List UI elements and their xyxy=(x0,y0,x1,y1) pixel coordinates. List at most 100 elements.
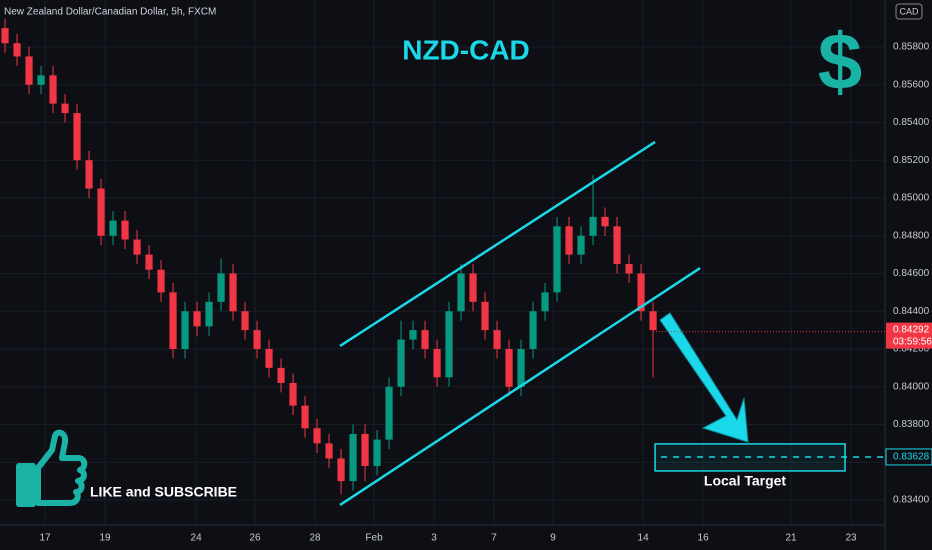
y-tick-label: 0.83400 xyxy=(893,495,930,506)
candle-body xyxy=(145,254,153,270)
candle-body xyxy=(613,226,621,265)
x-tick-label: 24 xyxy=(191,533,203,544)
candle-body xyxy=(169,292,177,349)
x-tick-label: 23 xyxy=(845,533,857,544)
candle-body xyxy=(529,311,537,349)
candle-body xyxy=(157,269,165,293)
y-tick-label: 0.83800 xyxy=(893,419,930,430)
candle-body xyxy=(301,405,309,429)
candle-body xyxy=(133,239,141,255)
candle-body xyxy=(109,220,117,236)
candle-body xyxy=(25,56,33,85)
candle-body xyxy=(61,103,69,114)
call-to-action: LIKE and SUBSCRIBE xyxy=(90,484,237,500)
x-tick-label: 9 xyxy=(550,533,556,544)
y-tick-label: 0.84400 xyxy=(893,306,930,317)
x-tick-label: 14 xyxy=(638,533,650,544)
y-tick-label: 0.84800 xyxy=(893,230,930,241)
candle-body xyxy=(445,311,453,378)
chart-title: NZD-CAD xyxy=(402,34,530,65)
target-label: Local Target xyxy=(704,473,787,489)
x-tick-label: 7 xyxy=(491,533,497,544)
currency[interactable]: CAD xyxy=(899,6,919,16)
dollar-sign: $ xyxy=(818,17,863,106)
candle-body xyxy=(553,226,561,293)
candle-body xyxy=(1,28,9,44)
y-tick-label: 0.85200 xyxy=(893,155,930,166)
channel-line xyxy=(339,140,656,348)
candle-body xyxy=(13,43,21,57)
candle-body xyxy=(337,458,345,482)
channel-line xyxy=(339,266,701,506)
y-tick-label: 0.85600 xyxy=(893,79,930,90)
x-tick-label: 17 xyxy=(39,533,51,544)
last-price-tag xyxy=(886,322,932,349)
x-tick-label: 16 xyxy=(698,533,710,544)
candle-body xyxy=(229,273,237,312)
candle-body xyxy=(121,220,129,240)
candle-body xyxy=(625,264,633,274)
candle-body xyxy=(37,75,45,85)
candle-body xyxy=(481,301,489,331)
candle-body xyxy=(325,443,333,459)
candle-body xyxy=(265,348,273,368)
y-tick-label: 0.84600 xyxy=(893,268,930,279)
x-tick-label: 19 xyxy=(99,533,111,544)
x-tick-label: 3 xyxy=(431,533,437,544)
y-tick-label: 0.84000 xyxy=(893,381,930,392)
thumbs-up-icon xyxy=(16,429,88,507)
candle-body xyxy=(589,216,597,236)
x-tick-label: Feb xyxy=(365,533,383,544)
candle-body xyxy=(217,273,225,302)
candle-body xyxy=(541,292,549,312)
marks xyxy=(1,18,657,495)
candle-body xyxy=(577,235,585,255)
candle-body xyxy=(421,330,429,349)
target-level-label: 0.83628 xyxy=(893,452,930,463)
candle-body xyxy=(409,330,417,340)
y-tick-label: 0.85400 xyxy=(893,117,930,128)
currency-box[interactable] xyxy=(895,3,923,20)
candle-body xyxy=(85,160,93,189)
header: New Zealand Dollar/Canadian Dollar, 5h, … xyxy=(4,7,216,18)
candle-body xyxy=(505,348,513,387)
candle-body xyxy=(97,188,105,236)
candle-body xyxy=(193,311,201,327)
candle-body xyxy=(433,348,441,378)
last-price-label: 0.84292 xyxy=(893,324,930,335)
countdown-label: 03:59:56 xyxy=(893,336,932,347)
y-tick-label: 0.85000 xyxy=(893,193,930,204)
x-tick-label: 28 xyxy=(309,533,321,544)
y-tick-label: 0.84200 xyxy=(893,344,930,355)
candle-body xyxy=(649,311,657,331)
candle-body xyxy=(493,330,501,349)
candle-body xyxy=(349,433,357,482)
forecast-arrow xyxy=(659,312,749,443)
x-tick-label: 26 xyxy=(249,533,261,544)
candle-body xyxy=(289,382,297,406)
candle-body xyxy=(277,367,285,383)
candle-body xyxy=(181,311,189,349)
candle-body xyxy=(313,428,321,444)
candle-body xyxy=(637,273,645,312)
x-tick-label: 21 xyxy=(785,533,797,544)
candle-body xyxy=(241,311,249,331)
candle-body xyxy=(457,273,465,312)
candle-body xyxy=(469,273,477,302)
candle-body xyxy=(361,433,369,467)
candle-body xyxy=(565,226,573,255)
candle-body xyxy=(397,339,405,387)
candle-body xyxy=(385,386,393,440)
target-level-tag xyxy=(885,448,932,466)
candle-body xyxy=(253,330,261,349)
y-tick-label: 0.85800 xyxy=(893,42,930,53)
candle-body xyxy=(601,216,609,227)
candle-body xyxy=(373,439,381,467)
candle-body xyxy=(205,301,213,327)
candle-body xyxy=(73,113,81,161)
candle-body xyxy=(49,75,57,104)
candle-body xyxy=(517,348,525,387)
